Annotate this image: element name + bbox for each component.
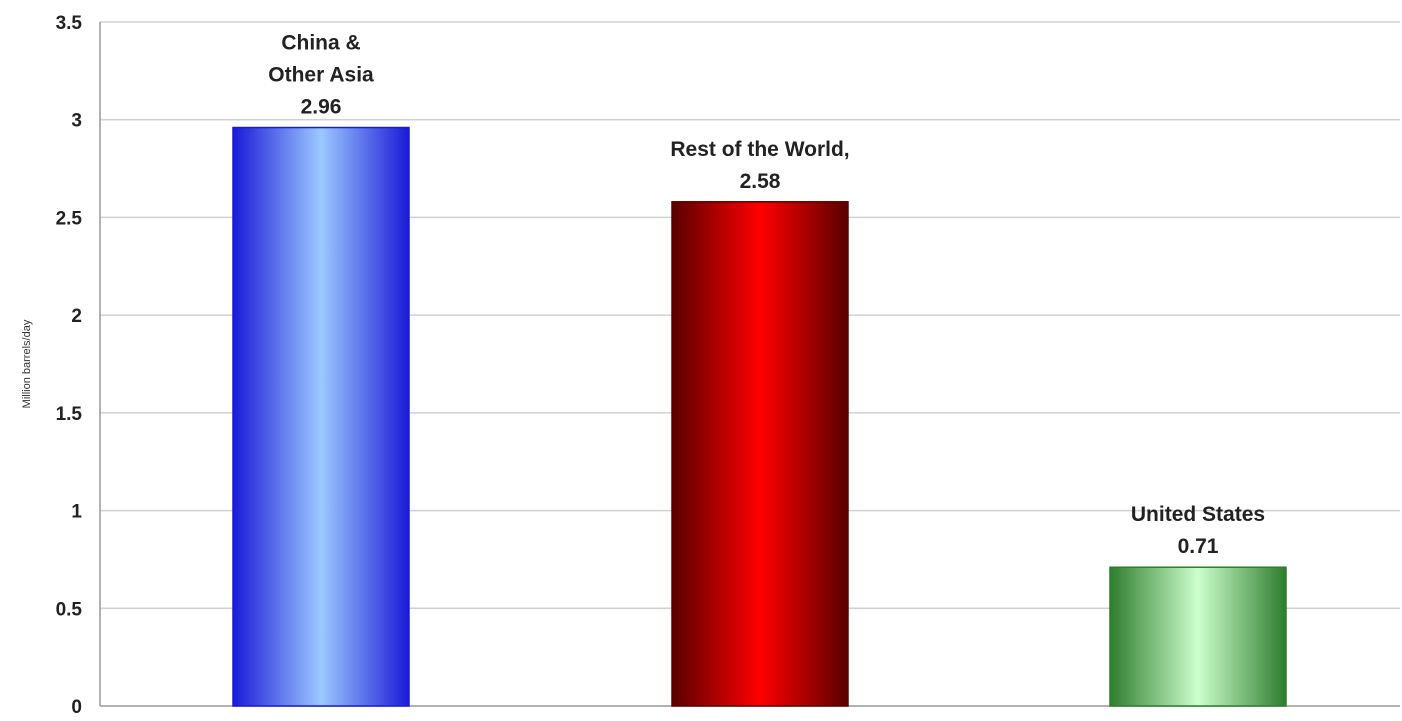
bar-category-label: United States: [1131, 503, 1265, 526]
bar-value-label: 2.58: [740, 170, 781, 193]
bar-category-label: China &: [281, 32, 360, 55]
y-tick-label: 3.5: [56, 13, 83, 34]
y-tick-label: 1: [71, 502, 82, 523]
y-tick-label: 2.5: [56, 208, 83, 229]
y-tick-label: 3: [71, 111, 82, 132]
bar-value-label: 2.96: [301, 96, 342, 119]
y-tick-label: 0.5: [56, 599, 83, 620]
y-tick-labels: 0 0.5 1 1.5 2 2.5 3 3.5: [56, 13, 83, 718]
bar-3: [1109, 566, 1287, 707]
bars: [232, 126, 1287, 707]
bar-category-label: Rest of the World,: [670, 138, 849, 161]
y-tick-label: 1.5: [56, 404, 83, 425]
bar-value-label: 0.71: [1178, 535, 1219, 558]
y-axis-title: Million barrels/day: [21, 319, 33, 408]
y-tick-label: 0: [71, 697, 82, 716]
bar-1: [232, 126, 410, 707]
bar-category-label: Other Asia: [268, 64, 374, 87]
bar-2: [671, 201, 849, 707]
data-labels: China & Other Asia 2.96 Rest of the World, 2…: [268, 32, 1265, 559]
y-tick-label: 2: [71, 306, 82, 327]
